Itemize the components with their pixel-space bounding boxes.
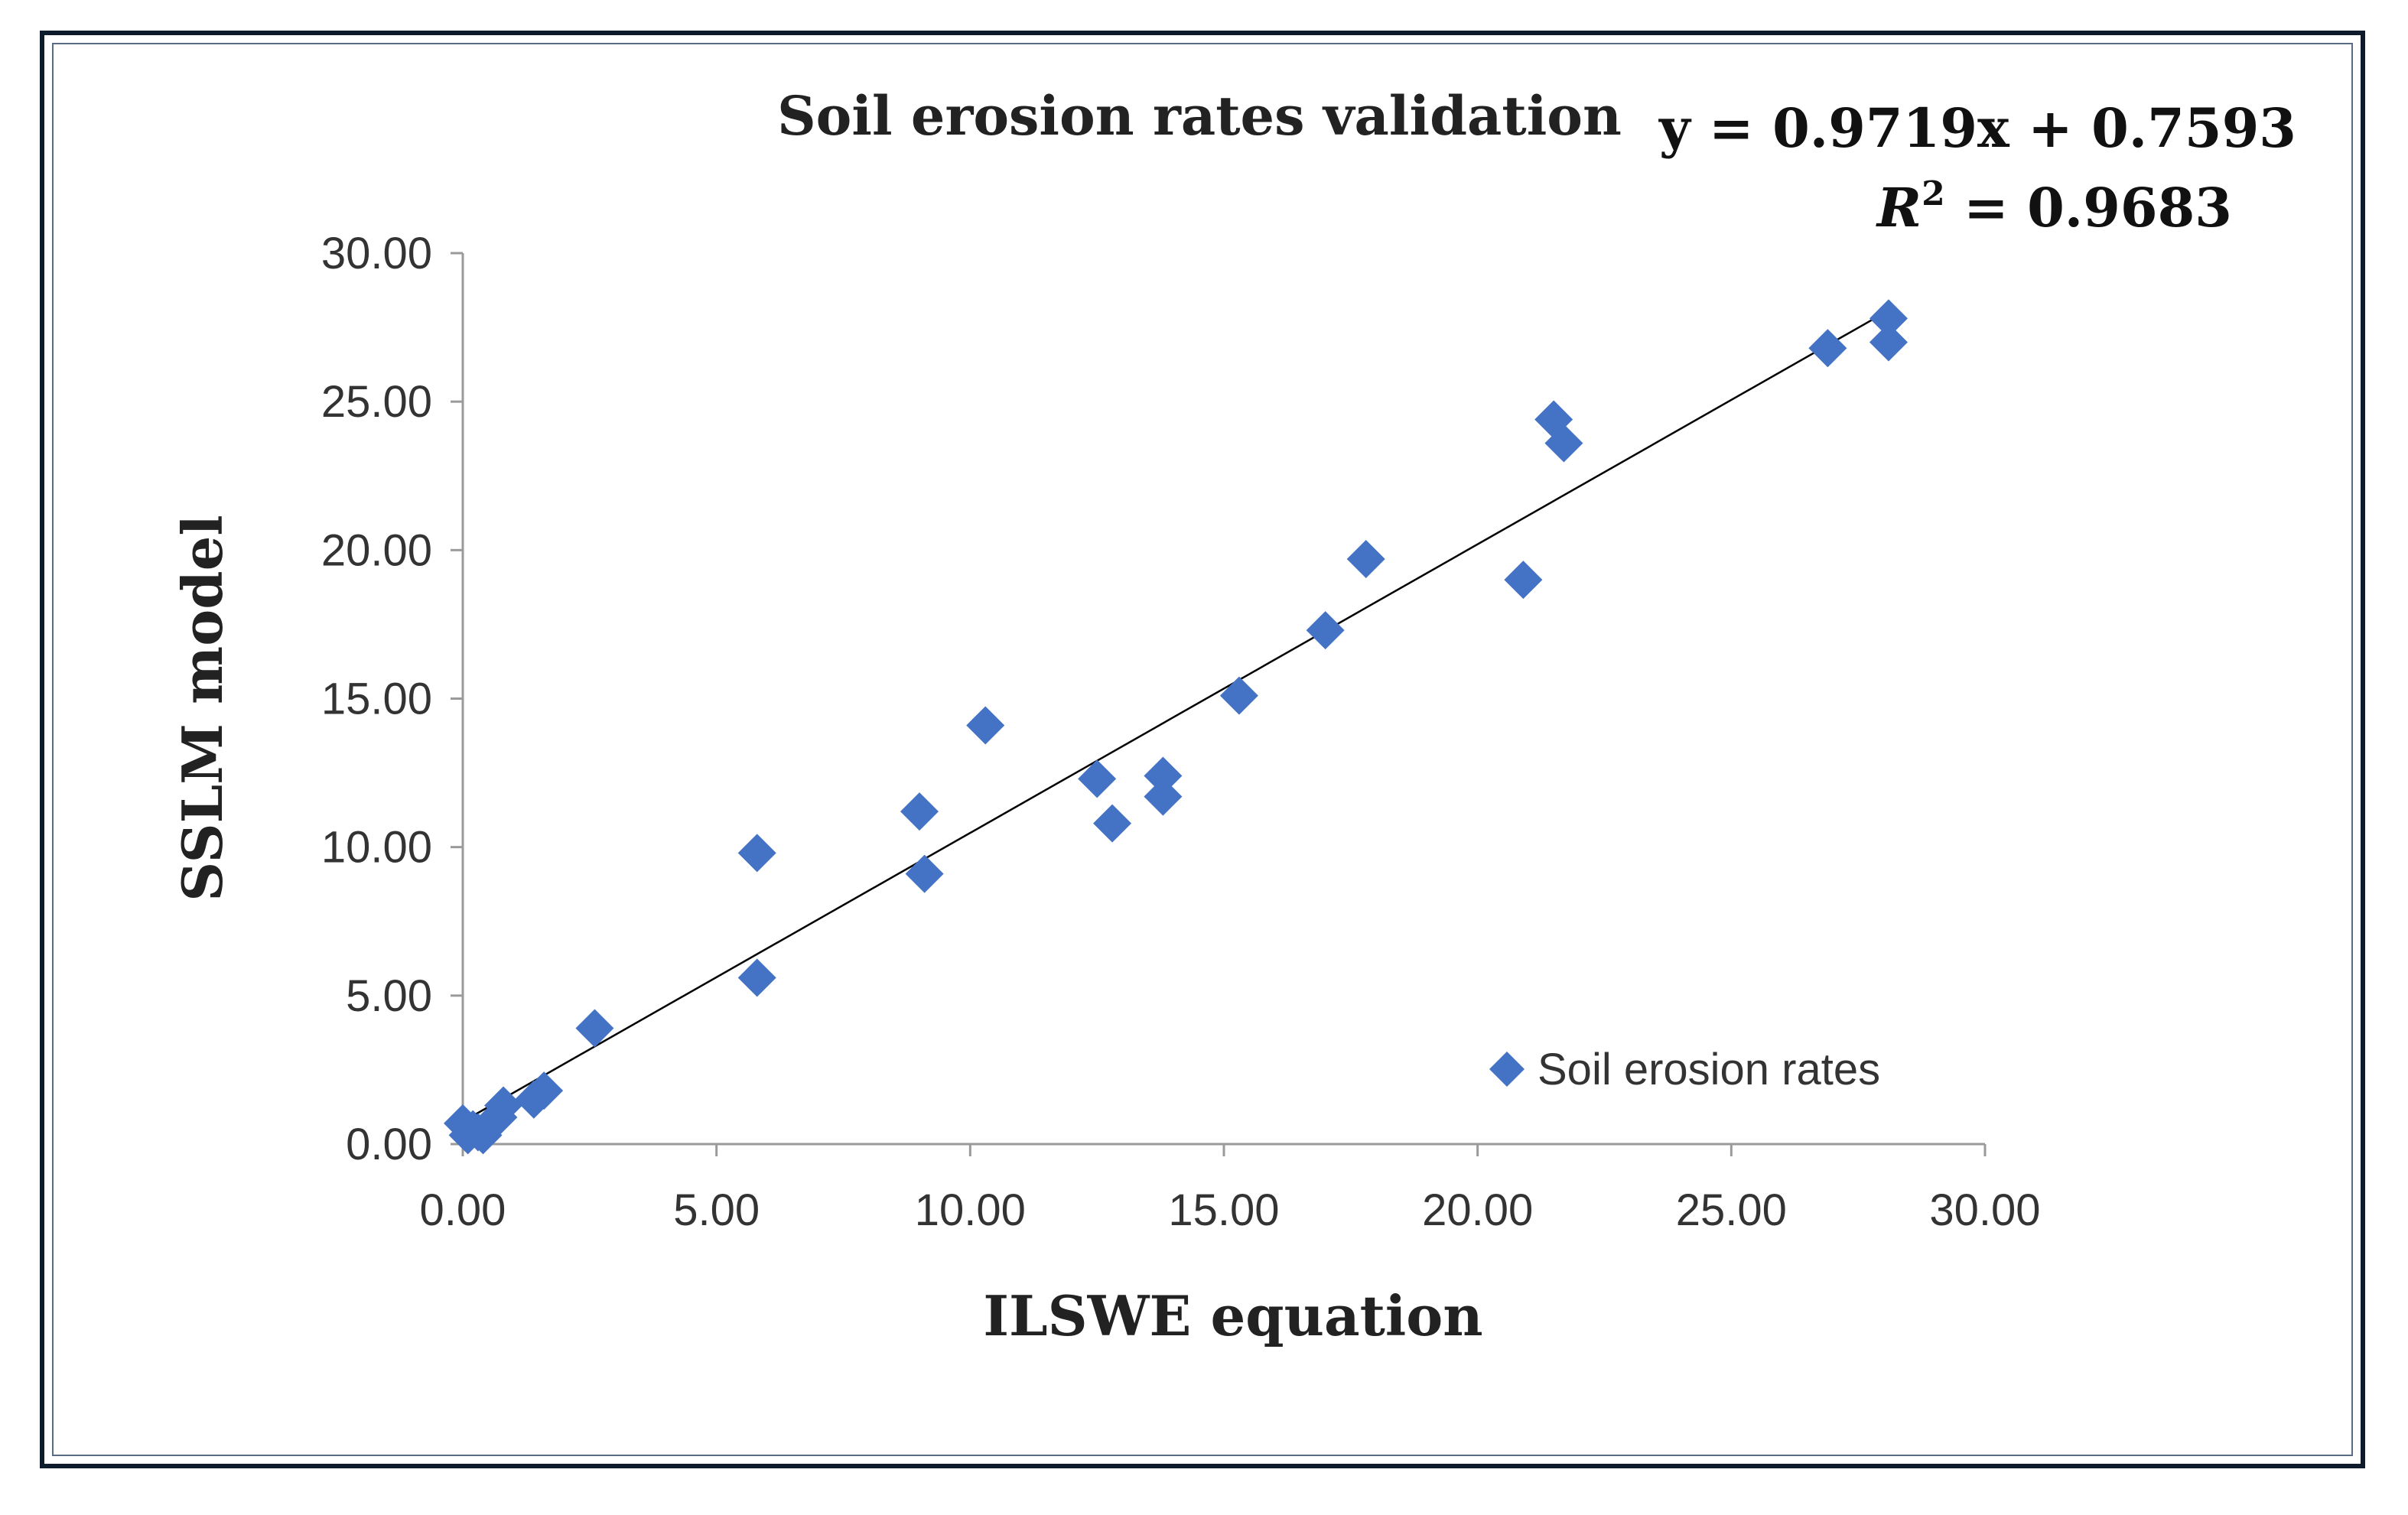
legend-label: Soil erosion rates [1538,1045,1880,1094]
data-point [1808,329,1847,368]
data-point [905,854,944,893]
data-point [900,792,939,831]
data-point [737,958,776,997]
y-tick-label: 15.00 [321,675,432,724]
data-point [1144,777,1183,816]
x-tick-label: 20.00 [1422,1185,1533,1235]
data-point [575,1009,614,1048]
data-point [1093,804,1132,843]
y-tick-label: 25.00 [321,377,432,427]
data-point [1869,299,1908,338]
data-point [737,834,776,873]
data-point [1869,323,1908,362]
y-tick-label: 20.00 [321,525,432,575]
figure-inner-border [52,43,2353,1456]
x-axis-title: ILSWE equation [983,1283,1482,1348]
y-tick-label: 5.00 [346,971,432,1021]
data-point [966,706,1005,745]
legend-marker [1489,1052,1525,1087]
axis-ticks: 0.00 5.00 10.00 15.00 20.00 25.00 30.00 0.00 5.0… [321,229,2041,1235]
data-point [1144,756,1183,795]
r-squared-superscript: 2 [1922,174,1945,213]
data-point [1346,539,1385,578]
x-tick-label: 25.00 [1676,1185,1787,1235]
r-squared-value: = 0.9683 [1945,176,2232,239]
data-point [484,1086,523,1125]
figure-frame: Soil erosion rates validation y = 0.9719… [40,31,2365,1468]
data-point [1504,561,1543,600]
data-point [525,1071,564,1110]
data-point [1219,676,1258,715]
y-tick-label: 0.00 [346,1120,432,1169]
chart-title: Soil erosion rates validation [777,84,1622,148]
trendline [462,309,1889,1123]
legend: Soil erosion rates [1489,1045,1880,1094]
data-point [1544,424,1583,463]
data-point [1306,611,1345,650]
y-tick-label: 10.00 [321,823,432,873]
data-points [444,299,1908,1155]
trendline-equation: y = 0.9719x + 0.7593 [1658,96,2296,160]
x-tick-label: 0.00 [420,1185,506,1235]
data-point [1078,759,1117,798]
scatter-chart: Soil erosion rates validation y = 0.9719… [170,84,2296,1348]
y-axis-title: SSLM model [170,515,235,902]
y-tick-label: 30.00 [321,229,432,278]
x-tick-label: 15.00 [1168,1185,1279,1235]
x-tick-label: 30.00 [1929,1185,2040,1235]
x-tick-label: 5.00 [673,1185,760,1235]
x-tick-label: 10.00 [915,1185,1026,1235]
r-squared-symbol: R [1876,176,1922,239]
r-squared-label: R2 = 0.9683 [1876,174,2232,239]
